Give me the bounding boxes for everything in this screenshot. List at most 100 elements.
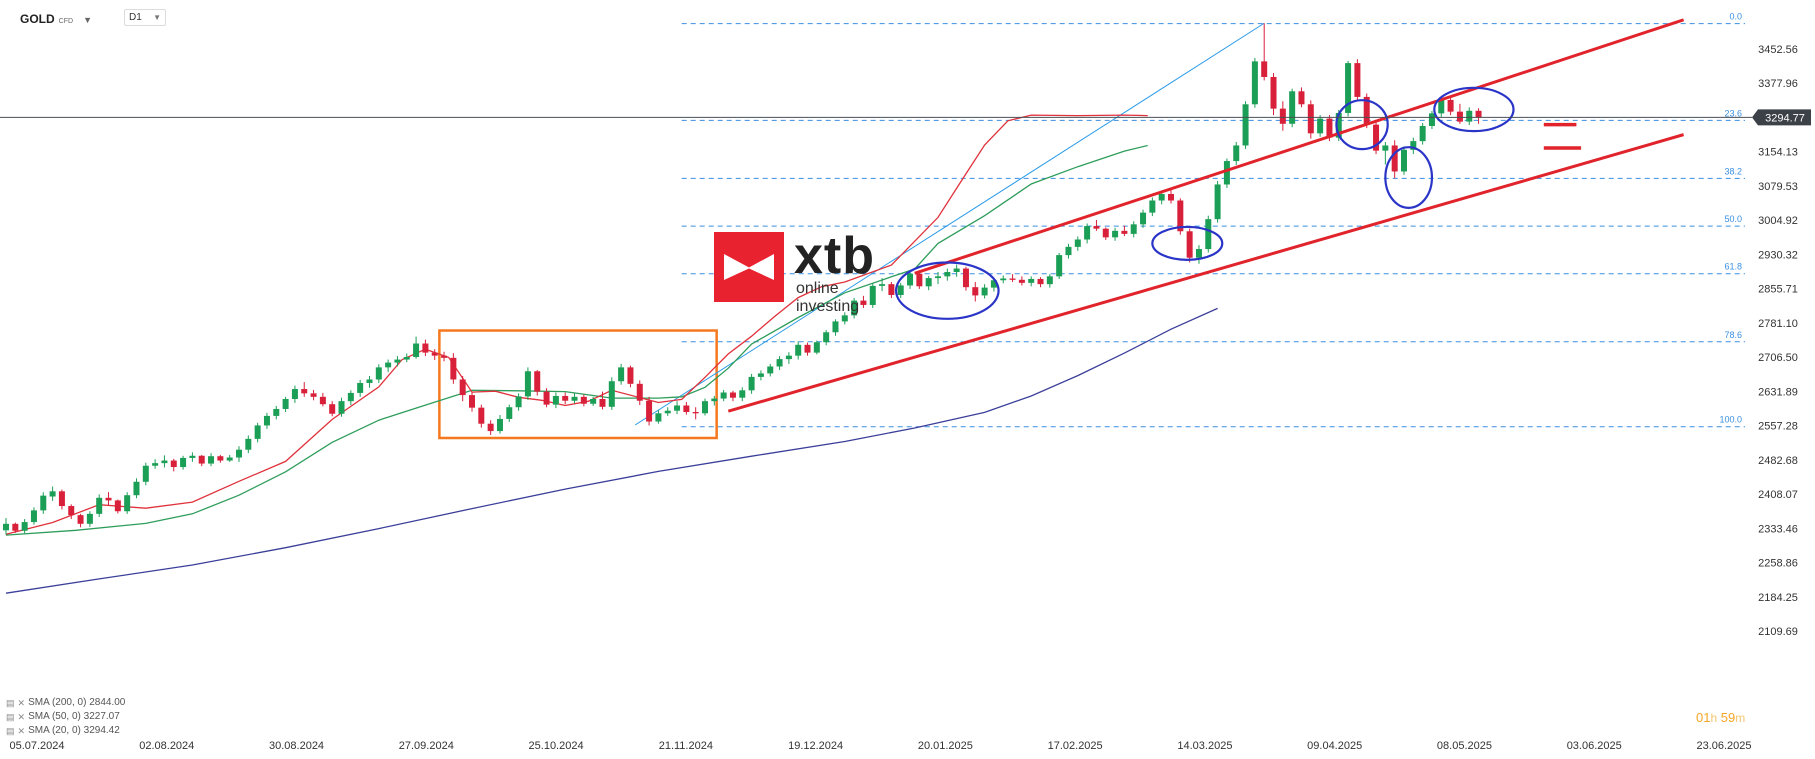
candle-body	[888, 284, 895, 295]
candle	[571, 393, 578, 404]
candle-body	[590, 398, 597, 404]
legend-item-sma20[interactable]: ▤ ✕ SMA (20, 0) 3294.42	[6, 724, 125, 738]
x-tick-label: 30.08.2024	[269, 740, 324, 752]
candle-body	[618, 367, 625, 382]
candle	[1093, 220, 1100, 231]
current-price-tag: 3294.77	[1752, 109, 1811, 126]
candle-body	[459, 379, 466, 396]
candle-body	[403, 356, 410, 360]
candle-body	[282, 398, 289, 409]
candle	[552, 392, 559, 409]
candle	[832, 319, 839, 336]
candle-body	[534, 371, 541, 392]
candle-body	[142, 465, 149, 482]
close-icon[interactable]: ✕	[17, 726, 26, 736]
y-tick-label: 3079.53	[1758, 181, 1798, 193]
candle-body	[347, 392, 354, 402]
candle	[1149, 197, 1156, 217]
candle-body	[1466, 110, 1473, 122]
candle-body	[291, 389, 298, 399]
candle-body	[1447, 99, 1454, 112]
candle	[58, 489, 65, 510]
candle	[1037, 277, 1044, 288]
x-tick-label: 25.10.2024	[529, 740, 584, 752]
candle	[524, 367, 531, 400]
legend-item-sma50[interactable]: ▤ ✕ SMA (50, 0) 3227.07	[6, 710, 125, 724]
x-tick-label: 14.03.2025	[1177, 740, 1232, 752]
candle-body	[3, 523, 9, 531]
candle-body	[1028, 278, 1035, 283]
close-icon[interactable]: ✕	[17, 712, 26, 722]
candle-body	[1084, 226, 1091, 240]
candle-body	[729, 392, 736, 398]
close-icon[interactable]: ✕	[17, 698, 26, 708]
candle	[1065, 243, 1072, 259]
candle	[664, 407, 671, 416]
candle-body	[1168, 193, 1174, 201]
candle	[823, 330, 830, 346]
candle	[1140, 209, 1147, 228]
candle	[869, 283, 876, 308]
candle	[3, 518, 9, 535]
candle	[841, 312, 848, 325]
candle	[1345, 60, 1352, 117]
symbol-selector[interactable]: GOLD CFD ▼	[20, 12, 92, 26]
candle-body	[21, 522, 28, 531]
candle	[1214, 180, 1221, 223]
y-tick-label: 2258.86	[1758, 558, 1798, 570]
sma-200-line	[5, 307, 1218, 594]
candle	[804, 342, 811, 356]
candle-body	[785, 355, 792, 360]
candle-body	[1121, 230, 1128, 234]
candle	[21, 519, 28, 534]
candle-body	[1410, 141, 1417, 150]
candle	[338, 397, 345, 417]
timeframe-select[interactable]: D1 ▼	[124, 9, 166, 26]
candle-body	[1438, 99, 1445, 114]
candle-body	[180, 457, 187, 468]
timer-h-unit: h	[1710, 711, 1718, 725]
y-tick-label: 2109.69	[1758, 626, 1798, 638]
logo-brand: xtb	[794, 227, 875, 285]
candle	[1028, 276, 1035, 287]
xtb-logo: xtb online investing	[714, 227, 904, 315]
candle-body	[68, 506, 75, 516]
candle-body	[30, 510, 37, 523]
candle-body	[1261, 61, 1268, 77]
candle-body	[1354, 63, 1361, 97]
candle	[1391, 140, 1398, 179]
candle	[813, 340, 820, 355]
candle	[12, 522, 19, 533]
candle	[161, 455, 168, 468]
candle	[133, 478, 140, 499]
highlight-circle	[1335, 99, 1389, 151]
candle-body	[394, 359, 401, 363]
x-tick-label: 09.04.2025	[1307, 740, 1362, 752]
sma-20-line	[5, 114, 1148, 535]
y-tick-label: 2706.50	[1758, 352, 1798, 364]
legend-item-sma200[interactable]: ▤ ✕ SMA (200, 0) 2844.00	[6, 696, 125, 710]
candle	[636, 380, 643, 406]
candle-body	[469, 395, 475, 408]
candle-body	[1223, 161, 1230, 185]
fib-label: 23.6	[1724, 108, 1742, 118]
indicator-legend: ▤ ✕ SMA (200, 0) 2844.00 ▤ ✕ SMA (50, 0)…	[6, 696, 125, 738]
candle-body	[683, 405, 690, 412]
price-tag-bg	[1752, 109, 1811, 126]
candle-body	[1279, 108, 1286, 124]
candle	[1242, 101, 1249, 149]
candle	[1018, 276, 1025, 286]
candle-body	[236, 449, 242, 458]
y-tick-label: 3377.96	[1758, 78, 1798, 90]
candle-body	[851, 300, 858, 316]
candle-body	[86, 513, 93, 524]
candle	[1298, 87, 1305, 108]
candle-body	[1158, 193, 1165, 201]
candle-body	[907, 273, 914, 286]
legend-label: SMA (200, 0) 2844.00	[28, 697, 126, 708]
candle	[692, 407, 699, 420]
candle-body	[1009, 278, 1016, 280]
candle	[1084, 223, 1091, 244]
